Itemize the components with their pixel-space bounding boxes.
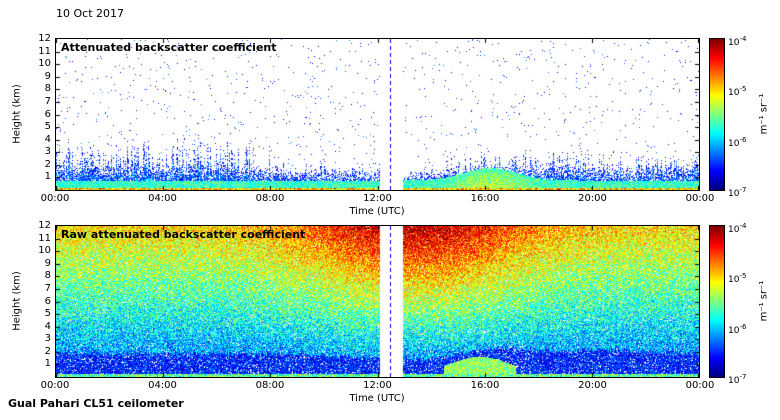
- x-tick-label: 12:00: [363, 193, 392, 204]
- colorbar-bottom: [709, 225, 725, 378]
- y-tick-label: 8: [44, 83, 51, 95]
- colorbar-tick-label: 10-5: [728, 272, 747, 286]
- y-tick-label: 1: [44, 358, 51, 370]
- y-tick-label: 3: [44, 333, 51, 345]
- y-tick-label: 5: [44, 121, 51, 133]
- y-tick-label: 6: [44, 295, 51, 307]
- colorbar-unit-label-bottom: m⁻¹ sr⁻¹: [758, 280, 770, 322]
- x-tick-label: 08:00: [255, 380, 285, 391]
- x-tick-label: 00:00: [40, 380, 70, 391]
- colorbar-gradient-top: [710, 39, 724, 190]
- x-tick-label: 16:00: [470, 193, 500, 204]
- x-axis-label-bottom: Time (UTC): [349, 393, 405, 404]
- y-tick-label: 2: [44, 158, 51, 170]
- colorbar-tick-label: 10-7: [728, 186, 747, 199]
- colorbar-tick-label: 10-4: [728, 222, 747, 235]
- x-tick-label: 16:00: [470, 380, 500, 391]
- x-tick-label: 04:00: [148, 380, 177, 391]
- x-tick-label: 00:00: [685, 380, 715, 391]
- x-tick-label: 04:00: [148, 193, 177, 204]
- colorbar-unit-label-top: m⁻¹ sr⁻¹: [758, 93, 770, 135]
- colorbar-tick-label: 10-5: [728, 85, 747, 99]
- y-tick-label: 1: [44, 171, 51, 183]
- y-tick-label: 2: [44, 345, 51, 357]
- x-tick-label: 08:00: [255, 193, 285, 204]
- y-tick-label: 10: [38, 245, 51, 257]
- y-tick-label: 11: [38, 232, 51, 244]
- colorbar-top: [709, 38, 725, 191]
- date-label: 10 Oct 2017: [56, 7, 125, 20]
- x-tick-label: 20:00: [578, 380, 607, 391]
- x-tick-label: 20:00: [578, 193, 607, 204]
- y-tick-label: 11: [38, 45, 51, 57]
- y-tick-label: 3: [44, 146, 51, 158]
- y-tick-label: 9: [44, 257, 51, 269]
- colorbar-tick-label: 10-4: [728, 35, 747, 48]
- instrument-label: Gual Pahari CL51 ceilometer: [8, 397, 184, 410]
- colorbar-tick-label: 10-7: [728, 373, 747, 386]
- y-tick-label: 12: [38, 33, 51, 44]
- y-tick-label: 7: [44, 282, 51, 294]
- attenuated-backscatter-heatmap: [56, 39, 699, 190]
- y-tick-label: 4: [44, 133, 51, 145]
- y-tick-label: 7: [44, 95, 51, 107]
- x-tick-label: 12:00: [363, 380, 392, 391]
- y-tick-label: 5: [44, 308, 51, 320]
- x-axis-label-top: Time (UTC): [349, 206, 405, 217]
- y-tick-label: 10: [38, 58, 51, 70]
- y-tick-label: 8: [44, 270, 51, 282]
- y-tick-label: 4: [44, 320, 51, 332]
- panel-title-raw: Raw attenuated backscatter coefficient: [61, 228, 306, 241]
- colorbar-tick-label: 10-6: [728, 322, 747, 336]
- y-tick-label: 9: [44, 70, 51, 82]
- y-tick-label: 12: [38, 220, 51, 231]
- y-tick-label: 6: [44, 108, 51, 120]
- colorbar-tick-label: 10-6: [728, 135, 747, 149]
- panel-title-attenuated: Attenuated backscatter coefficient: [61, 41, 277, 54]
- x-tick-label: 00:00: [40, 193, 70, 204]
- colorbar-gradient-bottom: [710, 226, 724, 377]
- x-tick-label: 00:00: [685, 193, 715, 204]
- raw-backscatter-panel: Raw attenuated backscatter coefficient: [55, 225, 700, 378]
- attenuated-backscatter-panel: Attenuated backscatter coefficient: [55, 38, 700, 191]
- raw-backscatter-heatmap: [56, 226, 699, 377]
